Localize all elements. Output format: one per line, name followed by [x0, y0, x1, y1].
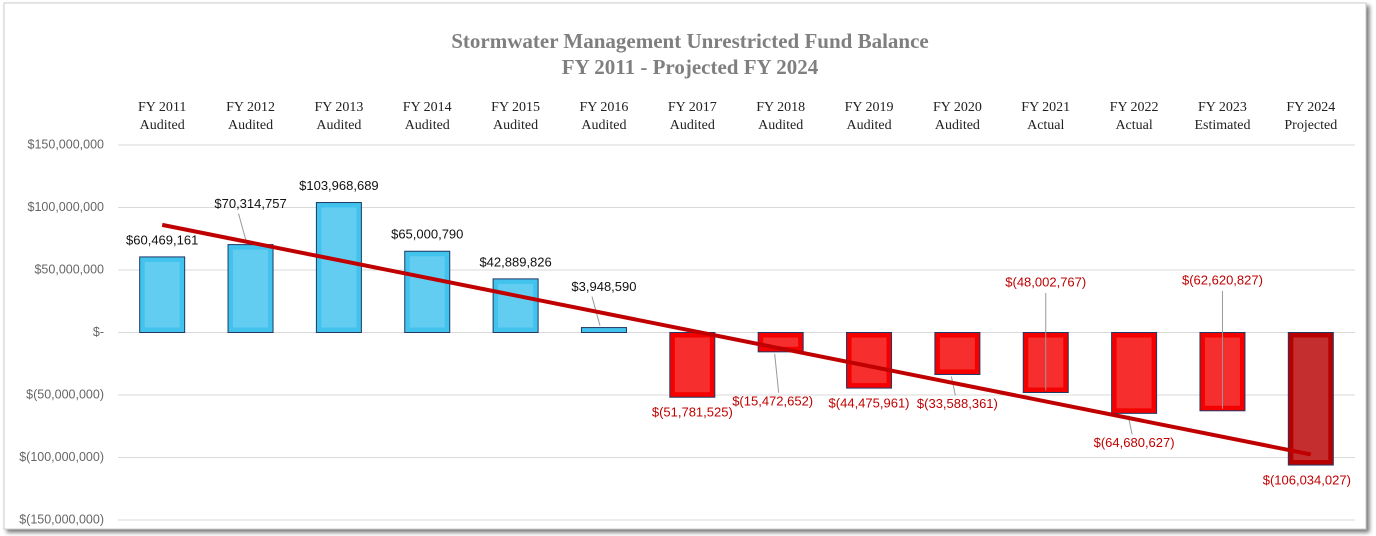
x-tick-label: FY 2013 — [314, 100, 363, 115]
data-label: $65,000,790 — [391, 227, 463, 242]
x-tick-label: FY 2023 — [1198, 100, 1247, 115]
chart-title: Stormwater Management Unrestricted Fund … — [451, 29, 928, 53]
x-tick-label: Projected — [1284, 118, 1337, 133]
bar-bevel — [1116, 337, 1152, 409]
x-tick-label: FY 2020 — [933, 100, 982, 115]
x-tick-label: FY 2019 — [845, 100, 894, 115]
x-tick-label: Actual — [1027, 118, 1064, 133]
leader-line — [950, 376, 956, 396]
x-tick-label: Audited — [228, 118, 273, 133]
bar — [1287, 332, 1334, 466]
data-label: $(48,002,767) — [1005, 274, 1086, 289]
data-label: $(62,620,827) — [1182, 272, 1263, 287]
data-label: $(33,588,361) — [917, 396, 998, 411]
x-tick-label: Audited — [935, 118, 980, 133]
data-label: $42,889,826 — [479, 254, 551, 269]
x-tick-label: FY 2012 — [226, 100, 275, 115]
x-tick-label: FY 2014 — [403, 100, 452, 115]
x-tick-label: Audited — [405, 118, 450, 133]
bar-bevel — [409, 256, 445, 328]
data-label: $103,968,689 — [299, 178, 379, 193]
data-label: $70,314,757 — [214, 196, 286, 211]
x-tick-label: Audited — [670, 118, 715, 133]
x-tick-label: Audited — [493, 118, 538, 133]
y-tick-label: $150,000,000 — [28, 137, 105, 151]
x-tick-label: Audited — [140, 118, 185, 133]
bar-bevel — [1293, 337, 1329, 461]
chart-subtitle: FY 2011 - Projected FY 2024 — [562, 55, 819, 79]
bar — [315, 202, 362, 333]
bar — [404, 250, 451, 333]
bar-bevel — [144, 261, 180, 328]
x-tick-label: FY 2016 — [580, 100, 629, 115]
y-tick-label: $(50,000,000) — [26, 387, 104, 401]
data-label: $(64,680,627) — [1094, 435, 1175, 450]
x-tick-label: FY 2017 — [668, 100, 717, 115]
bar-bevel — [763, 337, 799, 347]
bar — [492, 278, 539, 334]
bar — [580, 327, 627, 334]
bar-bevel — [233, 249, 269, 328]
y-tick-label: $(150,000,000) — [19, 512, 104, 526]
bar-bevel — [939, 337, 975, 370]
x-tick-label: FY 2024 — [1286, 100, 1335, 115]
y-tick-label: $- — [93, 325, 104, 339]
bar — [1111, 332, 1158, 414]
x-tick-label: Actual — [1115, 118, 1152, 133]
bar — [139, 256, 186, 333]
x-tick-label: FY 2021 — [1021, 100, 1070, 115]
x-tick-label: Audited — [846, 118, 891, 133]
data-label: $(106,034,027) — [1263, 472, 1351, 487]
y-tick-label: $100,000,000 — [28, 200, 105, 214]
bar — [846, 332, 893, 389]
x-tick-label: FY 2011 — [138, 100, 186, 115]
x-tick-label: FY 2018 — [756, 100, 805, 115]
data-label: $(44,475,961) — [829, 396, 910, 411]
trend-line — [161, 222, 1312, 457]
x-tick-label: FY 2015 — [491, 100, 540, 115]
x-tick-label: Estimated — [1194, 118, 1250, 133]
leader-line — [238, 213, 248, 243]
x-tick-label: FY 2022 — [1110, 100, 1159, 115]
x-tick-label: Audited — [758, 118, 803, 133]
x-tick-label: Audited — [581, 118, 626, 133]
x-tick-label: Audited — [316, 118, 361, 133]
data-label: $3,948,590 — [571, 279, 636, 294]
frame — [3, 2, 1367, 530]
bar-bevel — [498, 283, 534, 328]
bar-bevel — [851, 337, 887, 384]
bar — [227, 244, 274, 333]
bar-bevel — [321, 207, 357, 328]
data-label: $(51,781,525) — [652, 405, 733, 420]
y-tick-label: $50,000,000 — [34, 262, 104, 276]
bar-bevel — [674, 337, 710, 393]
bar — [934, 332, 981, 375]
leader-line — [774, 353, 780, 393]
data-label: $(15,472,652) — [732, 393, 813, 408]
bar — [669, 332, 716, 398]
data-label: $60,469,161 — [126, 232, 198, 247]
y-tick-label: $(100,000,000) — [19, 450, 104, 464]
